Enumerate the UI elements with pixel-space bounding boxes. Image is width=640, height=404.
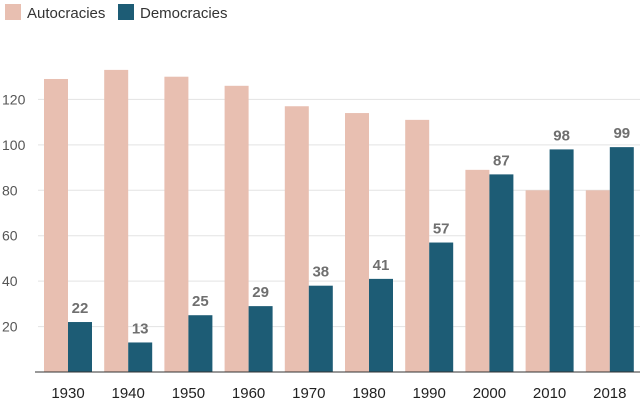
bar-democracies-1990 xyxy=(429,242,454,372)
data-label-democracies-2010: 98 xyxy=(553,127,570,144)
bar-autocracies-1930 xyxy=(44,78,68,372)
bar-democracies-1970 xyxy=(308,285,333,372)
data-label-democracies-1980: 41 xyxy=(373,257,390,274)
x-tick-label: 1970 xyxy=(292,385,325,402)
legend-label-democracies: Democracies xyxy=(140,5,228,22)
x-tick-label: 1960 xyxy=(232,385,265,402)
data-label-democracies-1960: 29 xyxy=(252,284,269,301)
bar-autocracies-2010 xyxy=(525,190,550,372)
data-label-democracies-2018: 99 xyxy=(613,125,630,142)
data-label-democracies-1940: 13 xyxy=(132,320,149,337)
bar-democracies-2000 xyxy=(489,174,514,372)
x-tick-label: 1940 xyxy=(112,385,145,402)
bar-democracies-2010 xyxy=(549,149,574,372)
bar-democracies-1980 xyxy=(369,278,393,372)
x-tick-label: 1980 xyxy=(352,385,385,402)
x-tick-label: 2018 xyxy=(593,385,626,402)
bar-autocracies-2018 xyxy=(585,190,610,372)
bar-autocracies-1970 xyxy=(284,106,309,372)
legend-swatch-democracies xyxy=(118,4,134,20)
x-tick-label: 1930 xyxy=(51,385,84,402)
bars xyxy=(44,69,634,373)
bar-autocracies-1960 xyxy=(224,85,249,373)
y-tick-label: 20 xyxy=(2,319,18,335)
bar-democracies-1940 xyxy=(128,342,153,372)
data-labels: 22 13 25 29 38 41 57 87 98 99 xyxy=(72,125,630,337)
x-axis-ticks: 1930 1940 1950 1960 1970 1980 1990 2000 2010 2018 xyxy=(51,385,626,402)
bar-autocracies-1990 xyxy=(405,119,430,372)
y-axis-ticks: 20 40 60 80 100 120 xyxy=(2,91,26,334)
x-tick-label: 2010 xyxy=(533,385,566,402)
bar-autocracies-2000 xyxy=(465,169,490,372)
y-tick-label: 40 xyxy=(2,273,18,289)
bar-autocracies-1980 xyxy=(345,113,369,373)
data-label-democracies-1950: 25 xyxy=(192,293,209,310)
bar-autocracies-1950 xyxy=(164,76,189,372)
legend: Autocracies Democracies xyxy=(5,4,228,22)
legend-swatch-autocracies xyxy=(5,4,21,20)
data-label-democracies-1990: 57 xyxy=(433,221,450,238)
x-tick-label: 1950 xyxy=(172,385,205,402)
y-tick-label: 60 xyxy=(2,228,18,244)
bar-democracies-2018 xyxy=(609,147,634,372)
bar-democracies-1950 xyxy=(188,315,213,372)
y-tick-label: 120 xyxy=(2,91,26,107)
x-tick-label: 1990 xyxy=(413,385,446,402)
data-label-democracies-2000: 87 xyxy=(493,152,510,169)
data-label-democracies-1930: 22 xyxy=(72,300,89,317)
data-label-democracies-1970: 38 xyxy=(312,264,329,281)
y-tick-label: 80 xyxy=(2,182,18,198)
bar-democracies-1960 xyxy=(248,306,273,372)
bar-autocracies-1940 xyxy=(104,69,129,373)
legend-label-autocracies: Autocracies xyxy=(27,5,105,22)
y-tick-label: 100 xyxy=(2,137,26,153)
bar-democracies-1930 xyxy=(68,322,92,372)
x-tick-label: 2000 xyxy=(473,385,506,402)
